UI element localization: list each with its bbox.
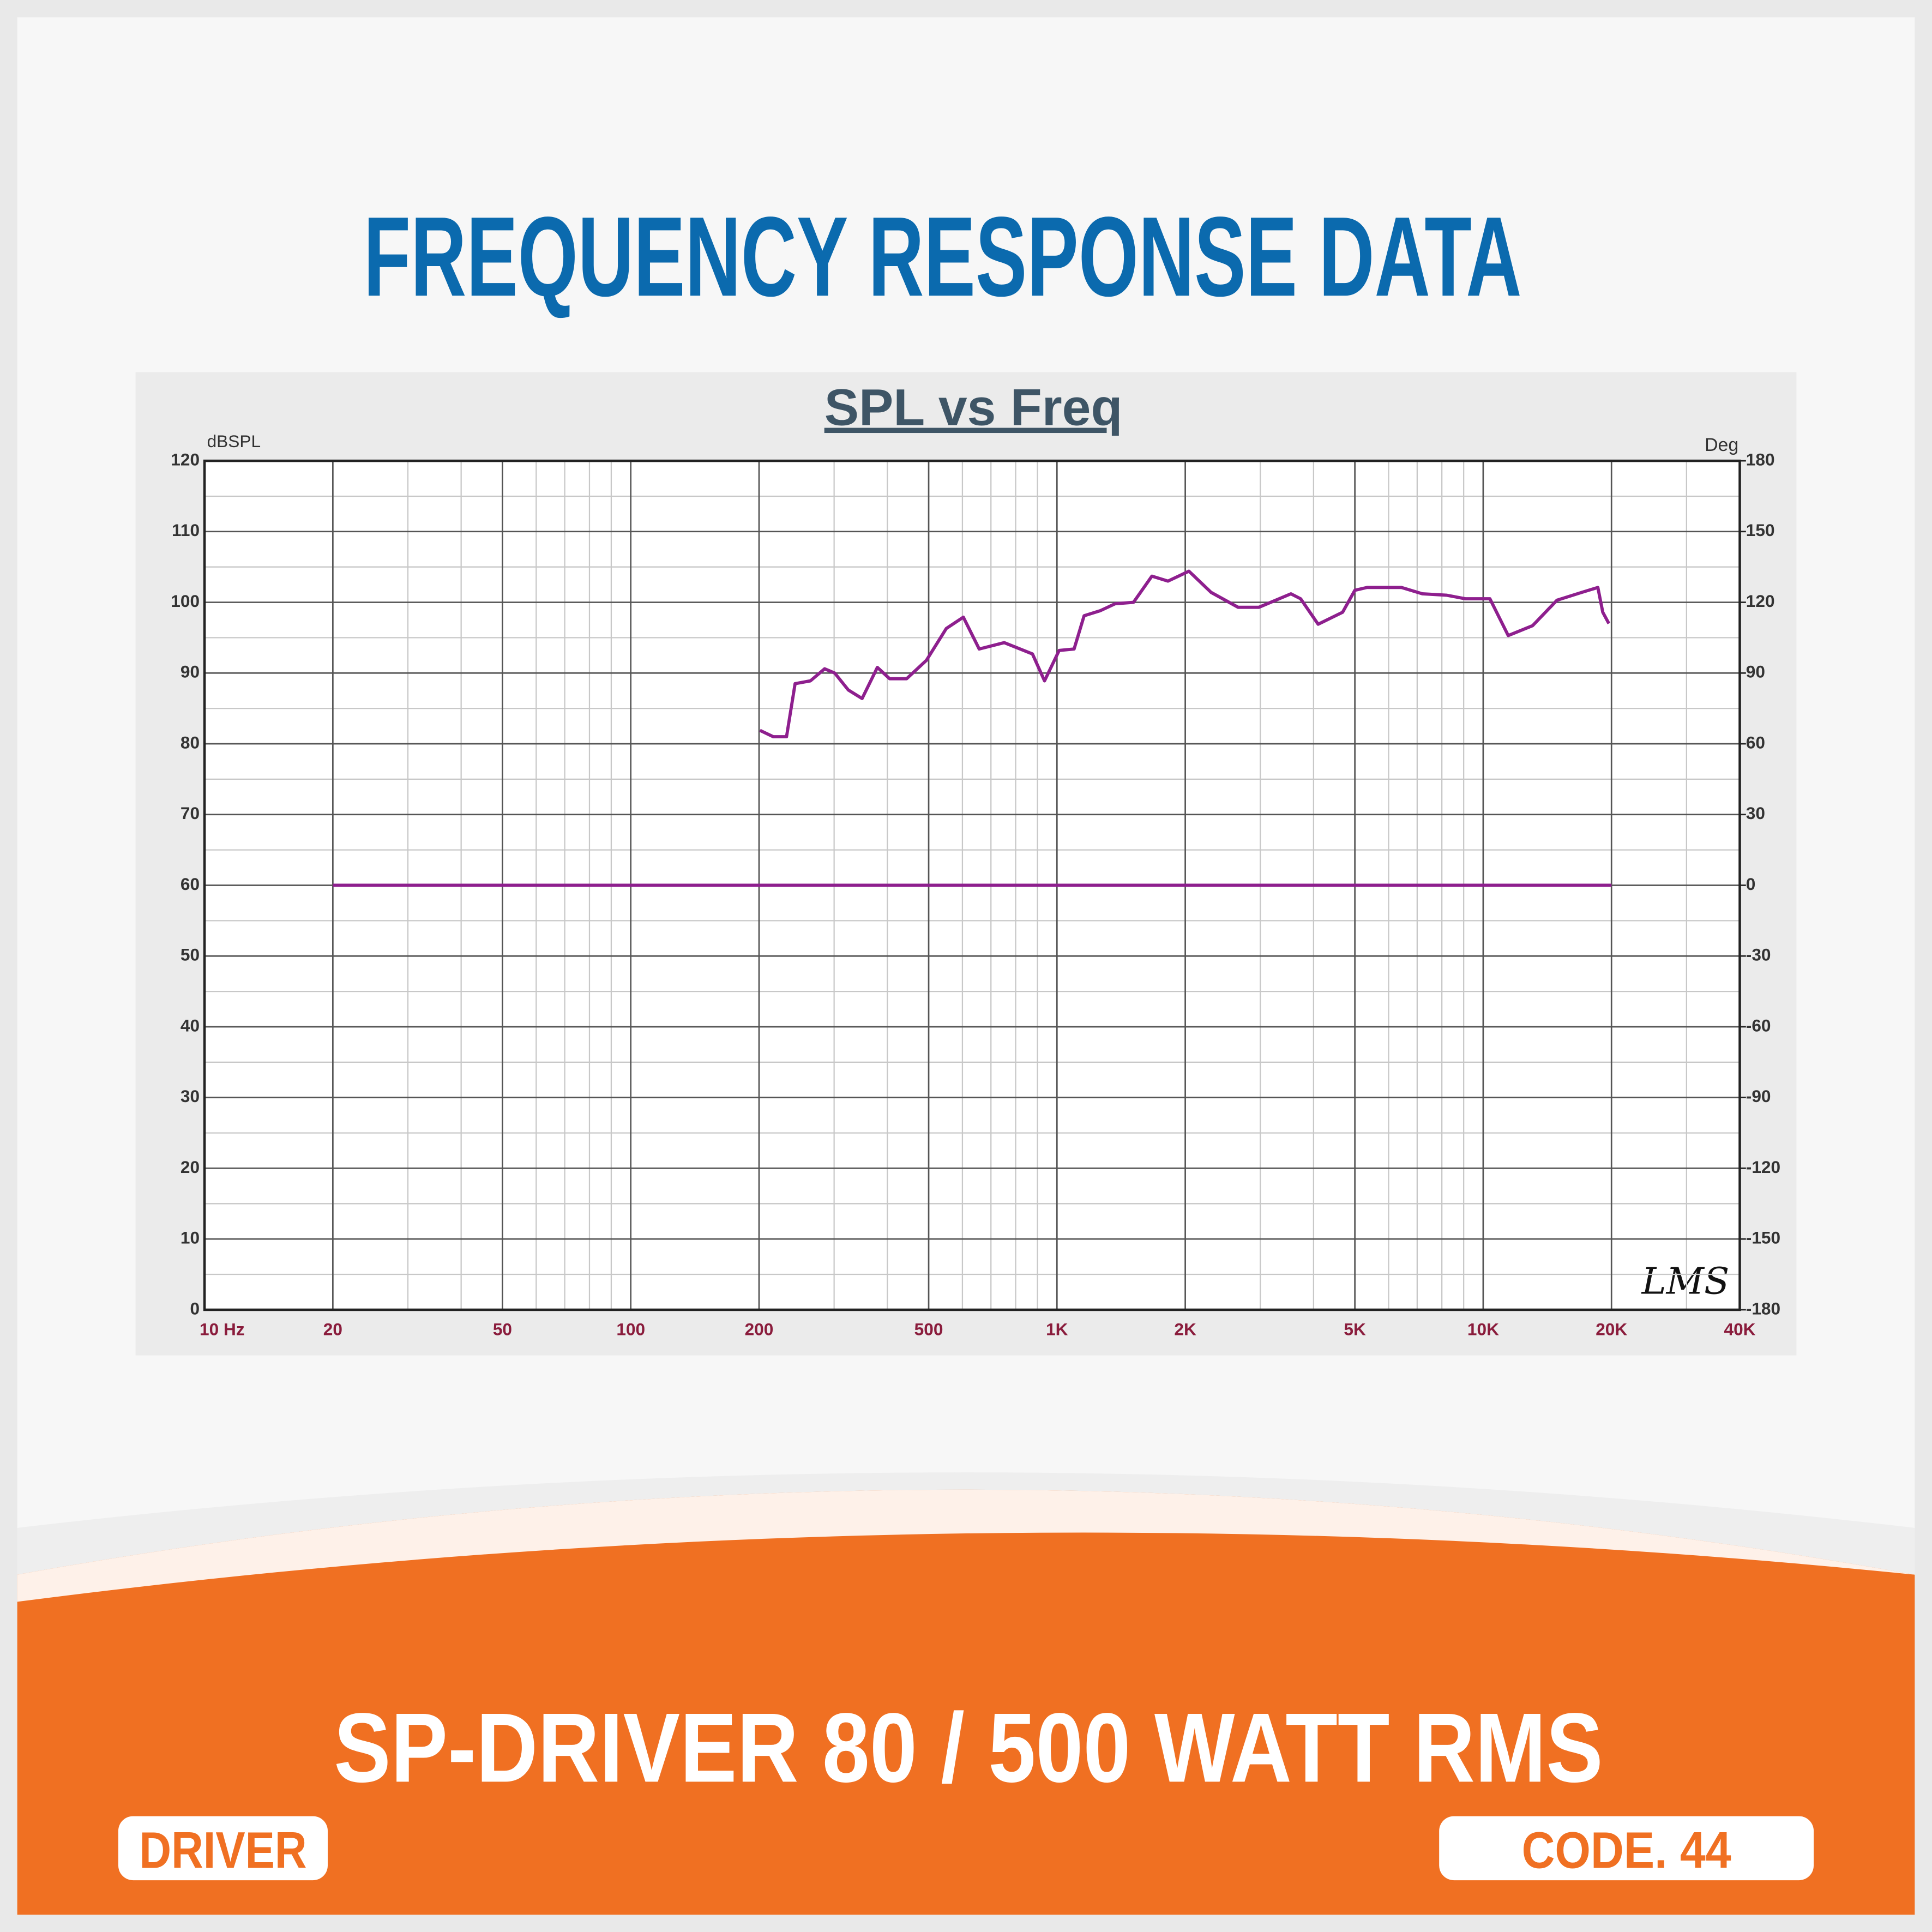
y-tick-label: 90 [180, 662, 200, 682]
y-tick-label: 20 [180, 1157, 200, 1177]
y-tick-label: 80 [180, 732, 200, 752]
series-line [759, 569, 1611, 738]
y2-tick-label: 30 [1746, 803, 1765, 823]
y2-tick-label: -60 [1746, 1015, 1771, 1035]
y-tick-label: 110 [172, 520, 200, 540]
y-axis-label: dBSPL [207, 431, 261, 451]
product-code: CODE. 44 [1522, 1822, 1731, 1880]
y2-tick-label: 60 [1746, 732, 1765, 752]
y-tick-label: 120 [171, 449, 200, 469]
x-tick-label: 20K [1596, 1320, 1627, 1339]
y-tick-label: 70 [180, 803, 200, 823]
x-tick-label: 20 [323, 1320, 342, 1339]
y2-tick-label: -150 [1746, 1228, 1780, 1248]
x-tick-label: 10K [1467, 1320, 1499, 1339]
product-name: SP-DRIVER 80 / 500 WATT RMS [334, 1693, 1603, 1803]
x-tick-label: 100 [616, 1320, 645, 1339]
y2-tick-label: 150 [1746, 520, 1775, 540]
x-tick-label: 500 [914, 1320, 943, 1339]
y2-tick-label: -180 [1746, 1298, 1780, 1318]
y-tick-label: 50 [180, 945, 200, 965]
x-tick-label: 50 [493, 1320, 512, 1339]
y2-axis-label: Deg [1705, 435, 1738, 455]
chart-title: SPL vs Freq [824, 379, 1123, 437]
y2-tick-label: -30 [1746, 945, 1771, 965]
x-tick-label: 10 Hz [200, 1320, 245, 1339]
y2-tick-label: 90 [1746, 662, 1765, 682]
marks [333, 569, 1612, 887]
y-tick-label: 40 [180, 1015, 200, 1035]
y2-tick-label: 0 [1746, 874, 1756, 894]
x-tick-label: 2K [1174, 1320, 1196, 1339]
page-title: FREQUENCY RESPONSE DATA [364, 194, 1522, 320]
y2-tick-label: 180 [1746, 449, 1775, 469]
y-tick-label: 10 [180, 1228, 200, 1248]
y-tick-label: 0 [190, 1298, 200, 1318]
y2-tick-label: -120 [1746, 1157, 1780, 1177]
y-tick-label: 60 [180, 874, 200, 894]
y2-tick-label: 120 [1746, 591, 1775, 611]
footer-band [17, 1489, 1915, 1915]
code-pill [1439, 1816, 1814, 1881]
y2-tick-label: -90 [1746, 1086, 1771, 1106]
category-pill [118, 1816, 328, 1881]
x-tick-label: 40K [1724, 1320, 1755, 1339]
y-tick-label: 100 [171, 591, 200, 611]
x-tick-label: 200 [745, 1320, 774, 1339]
watermark: LMS [1641, 1260, 1730, 1303]
x-tick-label: 5K [1344, 1320, 1366, 1339]
category: DRIVER [139, 1822, 306, 1880]
y-tick-label: 30 [180, 1086, 200, 1106]
footer-curve [17, 1489, 1915, 1602]
x-tick-label: 1K [1046, 1320, 1068, 1339]
